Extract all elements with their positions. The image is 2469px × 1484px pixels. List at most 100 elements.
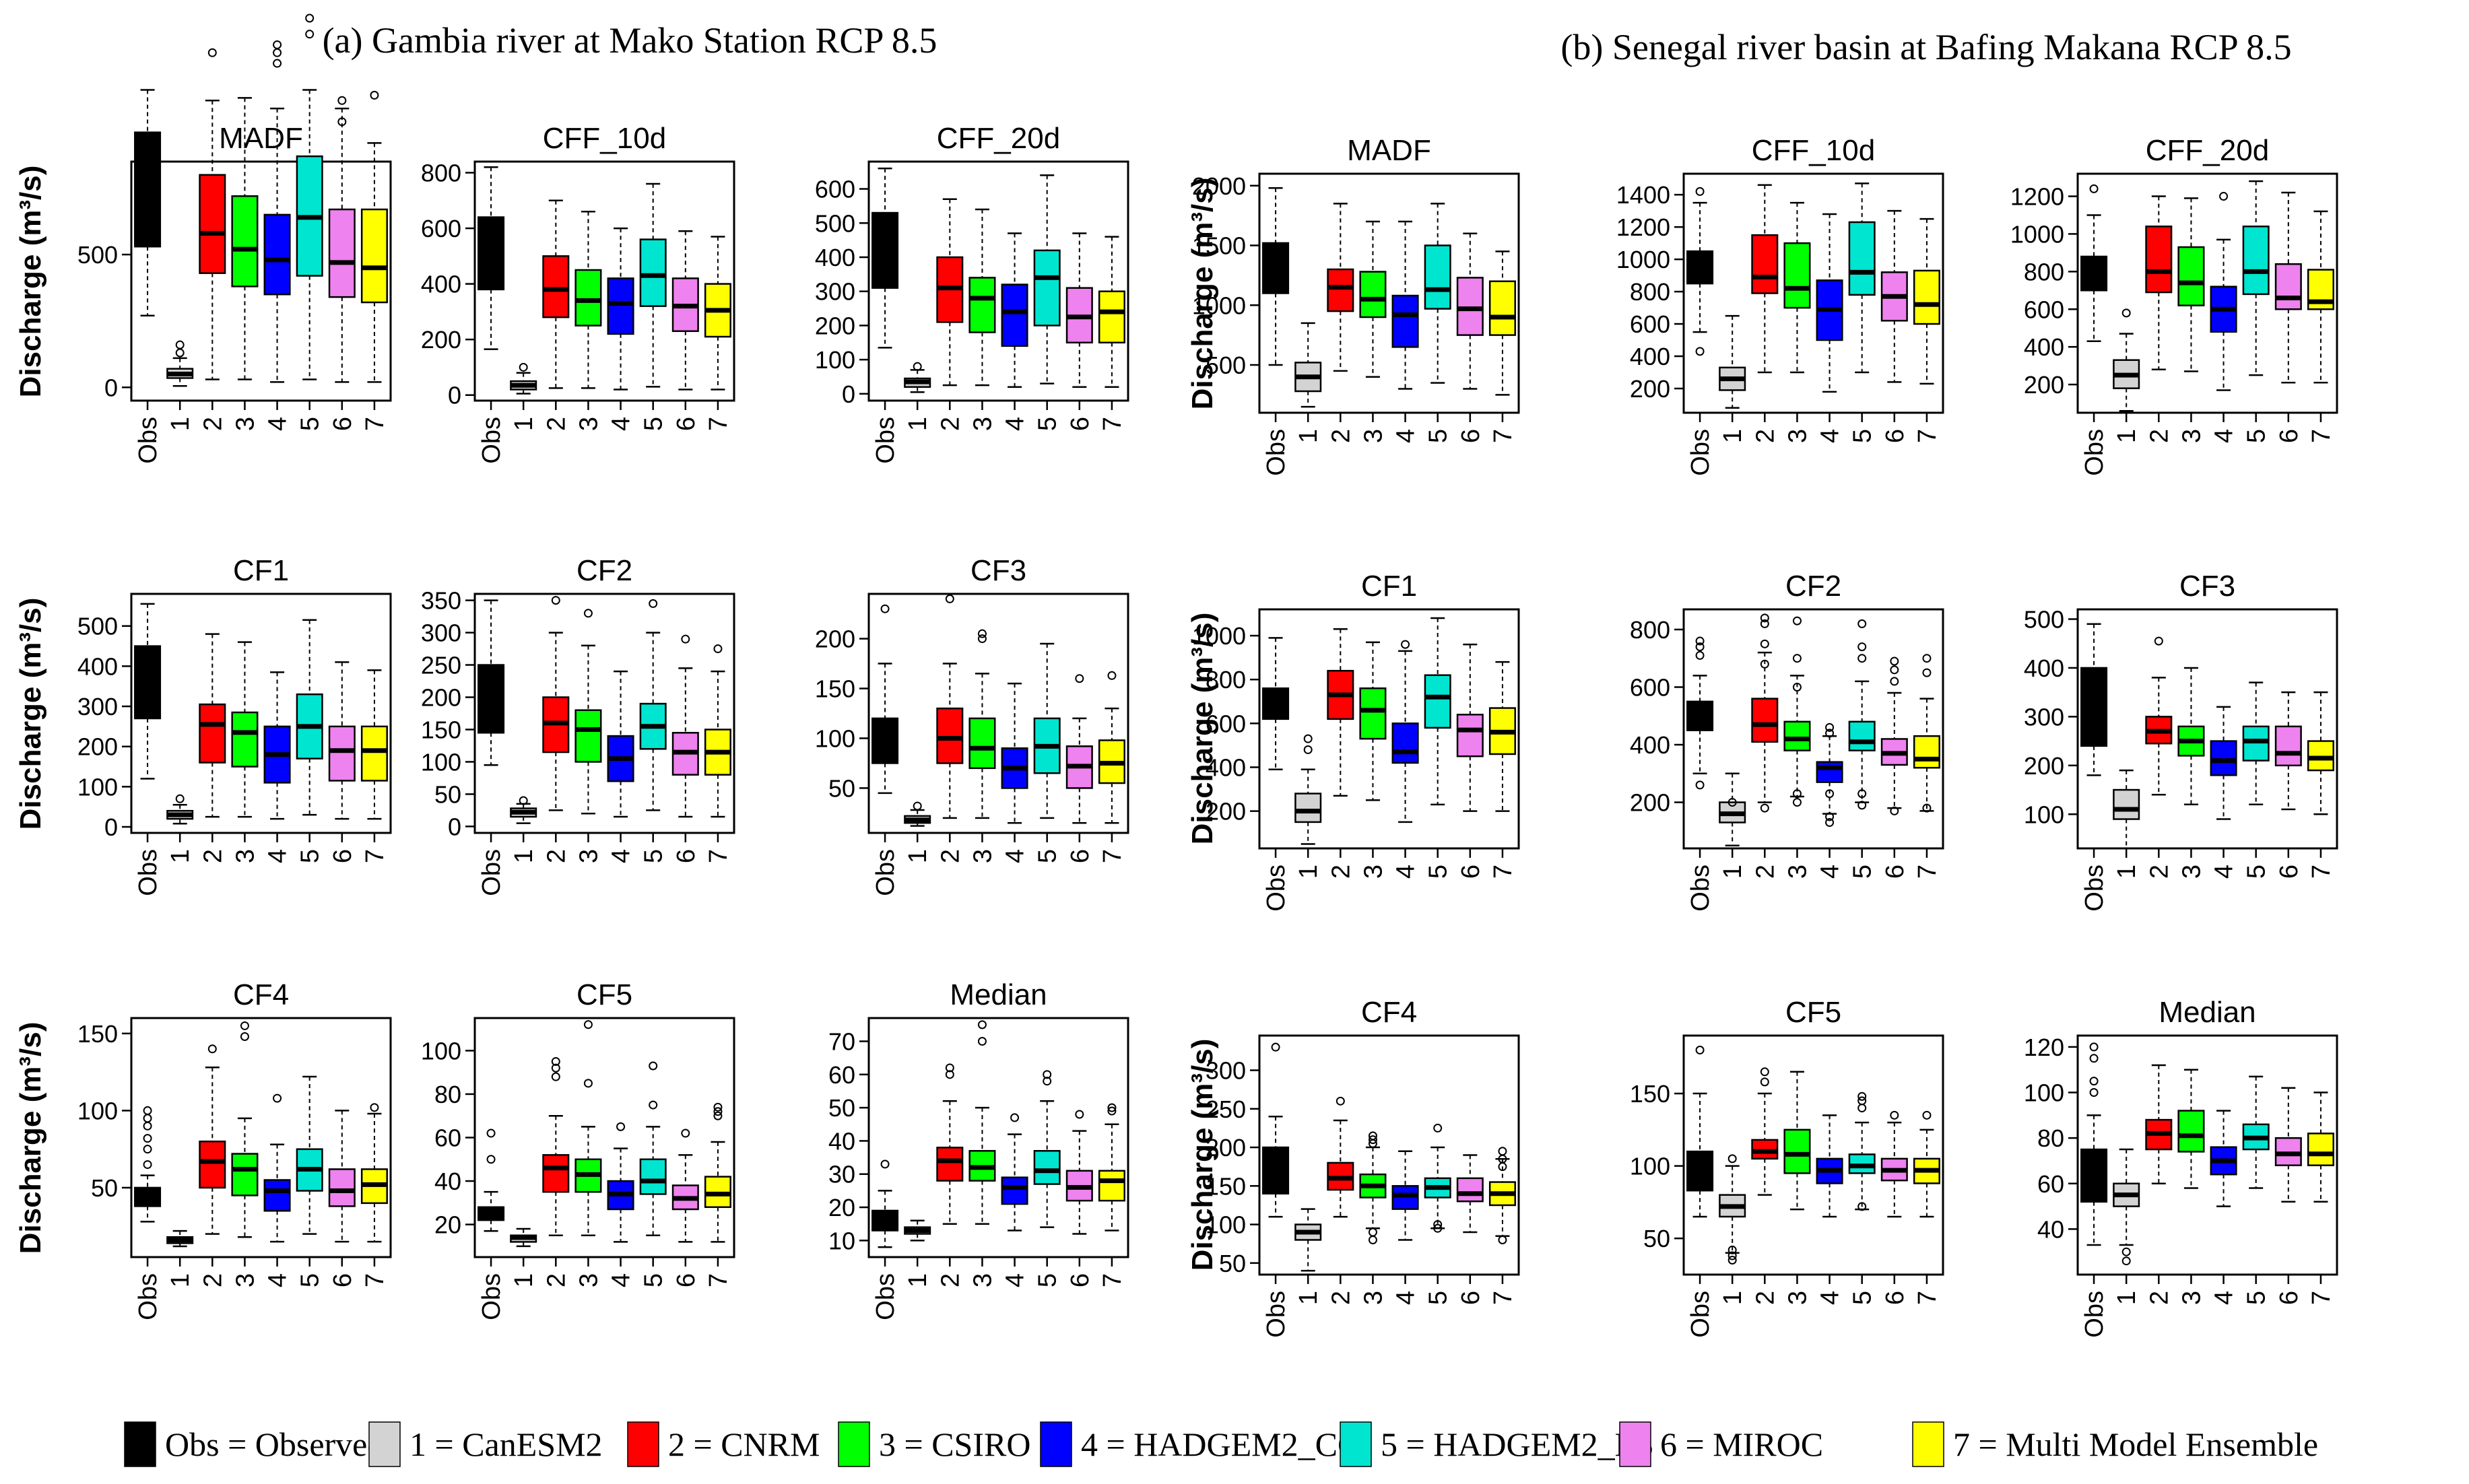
- box-body: [328, 208, 356, 298]
- y-tick-label: 400: [1630, 343, 1670, 370]
- y-tick-label: 250: [421, 652, 461, 679]
- outlier-point: [616, 1122, 626, 1131]
- x-tick-label: Obs: [134, 417, 162, 464]
- box-Obs: [871, 167, 899, 349]
- y-tick-label: 200: [77, 733, 118, 761]
- box-body: [1424, 674, 1451, 729]
- y-tick-label: 500: [77, 613, 118, 640]
- x-tick-label: 4: [607, 417, 636, 431]
- box-body: [2274, 725, 2302, 767]
- y-tick-label: 100: [1630, 1153, 1670, 1180]
- y-tick-label: 400: [421, 271, 461, 298]
- box-4: [2210, 1110, 2237, 1207]
- box-body: [2307, 740, 2334, 772]
- y-tick-label: 150: [77, 1020, 118, 1048]
- plot-frame: [867, 160, 1129, 402]
- y-tick-label: 350: [421, 587, 461, 615]
- box-1: [904, 801, 931, 827]
- box-1: [1294, 734, 1322, 845]
- x-tick-label: 6: [672, 849, 700, 863]
- box-4: [1001, 682, 1028, 824]
- box-3: [968, 629, 996, 819]
- x-tick-label: 4: [1001, 417, 1030, 431]
- outlier-point: [273, 1093, 282, 1103]
- outlier-point: [273, 59, 282, 68]
- outlier-point: [713, 1111, 723, 1120]
- outlier-point: [681, 634, 690, 644]
- x-tick-label: 5: [2243, 865, 2271, 879]
- legend-label: 6 = MIROC: [1660, 1425, 1823, 1463]
- x-tick-label: 5: [1034, 417, 1062, 431]
- x-tick-label: 2: [2145, 429, 2173, 443]
- y-tick-label: 0: [448, 382, 461, 409]
- y-tick-label: 40: [828, 1127, 855, 1155]
- x-tick-label: 1: [1719, 429, 1747, 443]
- y-tick-label: 100: [421, 748, 461, 776]
- y-tick-label: 150: [1630, 1080, 1670, 1108]
- y-tick-label: 600: [421, 215, 461, 242]
- box-6: [1065, 674, 1093, 824]
- panel-title: CF2: [577, 554, 632, 587]
- box-4: [1816, 1114, 1843, 1218]
- y-tick-label: 100: [815, 724, 855, 752]
- y-tick-label: 200: [2024, 752, 2064, 780]
- box-4: [607, 227, 634, 391]
- box-body: [231, 711, 259, 768]
- x-tick-label: 7: [1098, 849, 1127, 863]
- x-tick-label: 5: [2243, 1291, 2271, 1305]
- box-5: [639, 599, 667, 811]
- x-tick-label: 6: [2275, 865, 2303, 879]
- x-tick-label: Obs: [871, 1273, 900, 1320]
- box-1: [1719, 772, 1746, 846]
- outlier-point: [1433, 1220, 1443, 1229]
- box-3: [1783, 1071, 1811, 1211]
- y-tick-label: 200: [2024, 371, 2064, 399]
- legend: Obs = Observed 1 = CanESM2 2 = CNRM 3 = CSI…: [124, 1421, 2318, 1467]
- y-tick-label: 800: [1630, 616, 1670, 644]
- box-3: [231, 641, 259, 818]
- boxplot-panel-a-CF5: CF5 20 40 60 80 100 Obs 1 2 3 4 5 6 7: [421, 978, 735, 1320]
- x-tick-label: 4: [1816, 865, 1845, 879]
- boxplot-panel-a-CF4: CF4 50 100 150 Obs 1 2 3 4 5 6 7: [77, 978, 392, 1320]
- x-tick-label: 2: [2145, 865, 2173, 879]
- box-body: [1686, 250, 1714, 285]
- box-body: [936, 707, 964, 764]
- y-tick-label: 150: [815, 675, 855, 703]
- y-tick-label: 1000: [1192, 622, 1246, 650]
- outlier-point: [175, 348, 185, 358]
- panel-title: CFF_10d: [1752, 134, 1875, 167]
- legend-label: 4 = HADGEM2_CC: [1081, 1425, 1360, 1463]
- outlier-point: [1922, 654, 1932, 663]
- outlier-point: [913, 801, 922, 811]
- x-tick-label: 4: [264, 849, 292, 863]
- x-tick-label: Obs: [1686, 865, 1715, 912]
- legend-swatch: [124, 1421, 156, 1467]
- x-tick-label: Obs: [1262, 1291, 1290, 1338]
- box-3: [231, 97, 259, 380]
- panel-title: CF2: [1785, 570, 1841, 603]
- outlier-point: [1727, 798, 1737, 807]
- legend-label: 2 = CNRM: [668, 1425, 820, 1463]
- x-tick-label: 5: [1424, 865, 1453, 879]
- box-6: [2274, 191, 2302, 384]
- y-tick-label: 500: [2024, 605, 2064, 633]
- box-3: [1359, 1131, 1387, 1244]
- outlier-point: [551, 1072, 560, 1081]
- x-tick-label: 2: [199, 1273, 227, 1287]
- outlier-point: [1010, 1113, 1020, 1122]
- y-tick-label: 0: [104, 813, 118, 841]
- y-axis-label: Discharge (m³/s): [1186, 613, 1219, 845]
- box-2: [1327, 203, 1354, 372]
- y-tick-label: 70: [828, 1028, 855, 1056]
- box-body: [1098, 1170, 1125, 1202]
- box-7: [360, 1103, 388, 1243]
- x-tick-label: 4: [264, 417, 292, 431]
- outlier-point: [1303, 734, 1313, 743]
- y-tick-label: 150: [1206, 1172, 1246, 1200]
- outlier-point: [1760, 613, 1769, 623]
- box-body: [1391, 294, 1419, 348]
- outlier-point: [1695, 636, 1705, 646]
- box-6: [328, 661, 356, 820]
- x-tick-label: 5: [1849, 1291, 1877, 1305]
- boxplot-panel-b-CFF_10d: CFF_10d 200 400 600 800 1000 1200 1400 Obs 1 2 3 4 5 6…: [1616, 134, 1944, 476]
